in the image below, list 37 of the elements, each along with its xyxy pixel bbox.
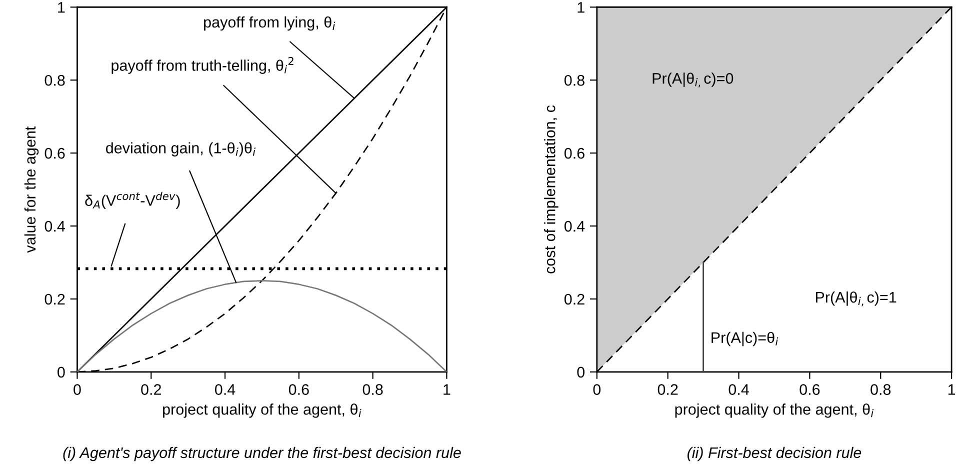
- x-axis-title: project quality of the agent, θ$_{i}$: [675, 404, 874, 418]
- x-axis-title: project quality of the agent, θ$_{i}$: [163, 404, 362, 418]
- y-tick-label: 0.2: [564, 294, 584, 305]
- y-tick-label: 0.6: [44, 148, 65, 159]
- y-tick-label: 0.4: [564, 220, 585, 232]
- annotation: payoff from truth-telling, θ$_{i}$$^{2}$: [112, 56, 294, 74]
- x-tick-label: 0.8: [870, 384, 891, 395]
- y-tick-label: 0.8: [564, 74, 584, 86]
- y-tick-label: 0.6: [564, 148, 584, 159]
- annotation: Pr(A|c)=θ$_{i}$: [712, 332, 778, 346]
- x-tick-label: 0: [593, 384, 601, 395]
- x-tick-label: 0.2: [658, 384, 678, 395]
- x-tick-label: 0.8: [362, 384, 383, 395]
- text: (ii) First-best decision rule: [688, 446, 862, 462]
- ref-line-label: δ$_{A}$(V$^{cont}$-V$^{dev}$): [85, 192, 180, 209]
- y-axis-title: cost of implementation, c: [544, 105, 558, 274]
- x-tick-label: 0.2: [141, 384, 161, 395]
- x-tick-label: 0.4: [215, 384, 236, 395]
- y-axis-title: value for the agent: [24, 126, 39, 253]
- x-tick-label: 1: [444, 384, 450, 395]
- annotation: Pr(A|θ$_{i,}$c)=0: [652, 72, 734, 88]
- y-tick-label: 0.4: [44, 220, 65, 232]
- y-tick-label: 0: [577, 366, 584, 378]
- x-tick-label: 0: [74, 384, 81, 395]
- annotation: deviation gain, (1-θ$_{i}$)θ$_{i}$: [106, 142, 256, 156]
- x-tick-label: 0.4: [728, 384, 749, 395]
- y-tick-label: 0: [58, 366, 65, 378]
- y-tick-label: 1: [58, 2, 65, 13]
- annotation: Pr(A|θ$_{i,}$c)=1: [816, 291, 896, 306]
- x-tick-label: 0.6: [288, 384, 309, 395]
- x-tick-label: 0.6: [800, 384, 820, 395]
- x-tick-label: 1: [948, 384, 956, 395]
- annotation: payoff from lying, θ$_{i}$: [204, 16, 336, 31]
- y-tick-label: 1: [578, 2, 584, 13]
- y-tick-label: 0.8: [44, 74, 65, 86]
- text: (i) Agent's payoff structure under the first-best decision rule: [63, 446, 461, 462]
- y-tick-label: 0.2: [44, 294, 65, 305]
